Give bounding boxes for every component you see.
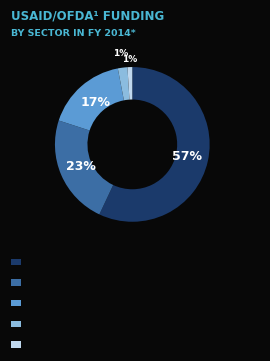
Text: 1%: 1% xyxy=(113,49,129,58)
Wedge shape xyxy=(55,121,113,214)
Text: 23%: 23% xyxy=(66,160,96,173)
Wedge shape xyxy=(118,67,130,100)
Text: USAID/OFDA¹ FUNDING: USAID/OFDA¹ FUNDING xyxy=(11,9,164,22)
Text: BY SECTOR IN FY 2014*: BY SECTOR IN FY 2014* xyxy=(11,29,136,38)
Wedge shape xyxy=(59,69,124,131)
Text: 57%: 57% xyxy=(172,150,202,163)
Wedge shape xyxy=(99,67,210,222)
Text: 17%: 17% xyxy=(80,96,110,109)
Text: 1%: 1% xyxy=(122,55,137,64)
Wedge shape xyxy=(127,67,132,100)
